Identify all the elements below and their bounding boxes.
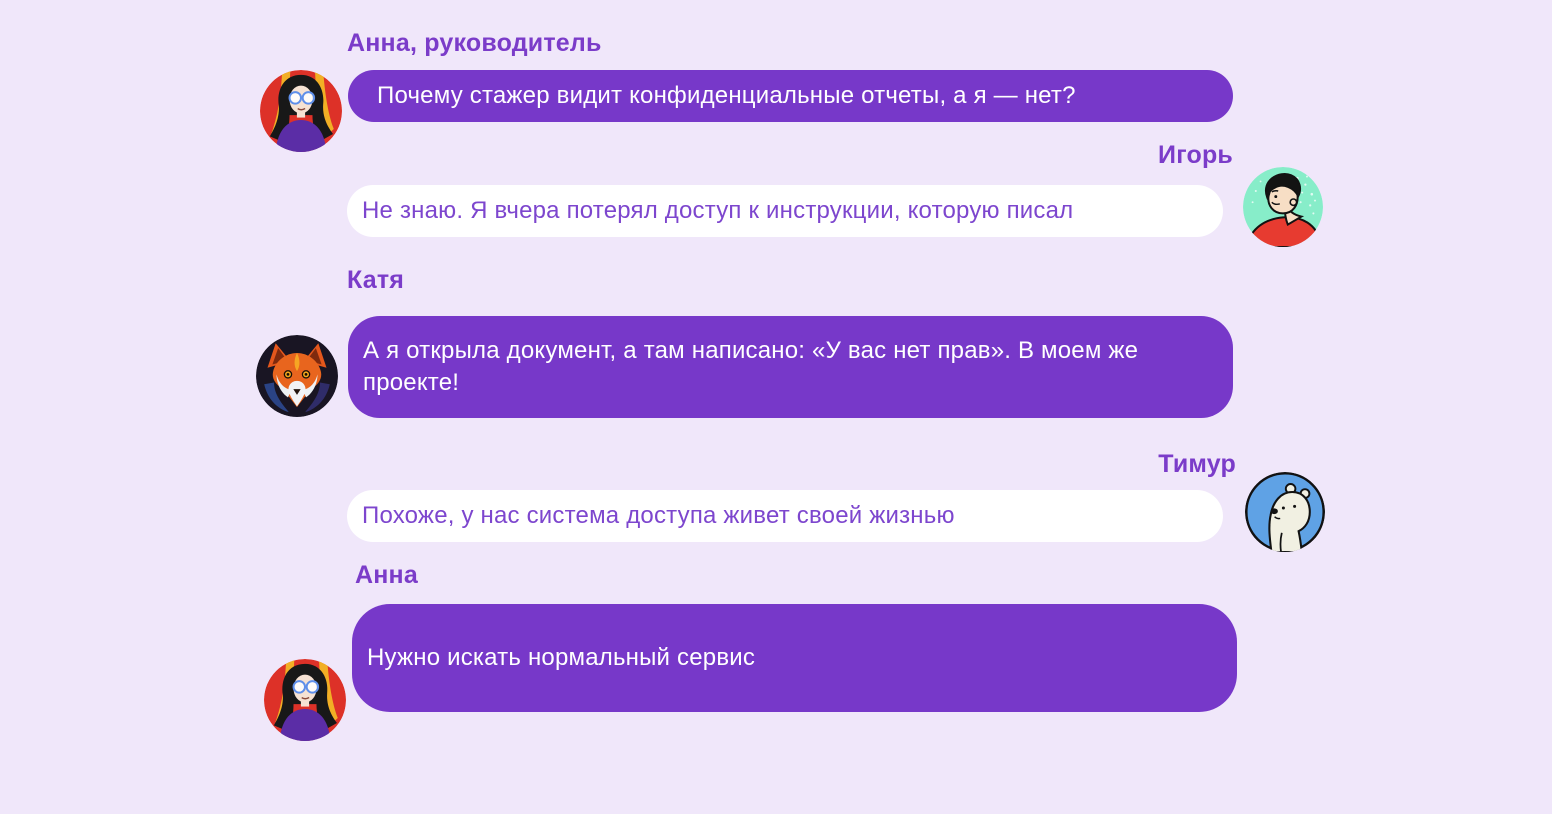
author-label: Анна <box>355 561 418 589</box>
message-text: Не знаю. Я вчера потерял доступ к инстру… <box>362 197 1074 224</box>
igor-avatar <box>1243 167 1323 247</box>
message-text: Почему стажер видит конфиденциальные отч… <box>377 82 1076 109</box>
chat-bubble: Не знаю. Я вчера потерял доступ к инстру… <box>347 185 1223 237</box>
fox-dark-circle-icon <box>256 335 338 417</box>
author-label: Тимур <box>1158 450 1236 478</box>
anna-avatar <box>264 659 346 741</box>
author-label: Игорь <box>1158 141 1233 169</box>
message-text: Нужно искать нормальный сервис <box>367 644 756 671</box>
anna-avatar <box>260 70 342 152</box>
chat-bubble: Почему стажер видит конфиденциальные отч… <box>348 70 1233 122</box>
message-text: А я открыла документ, а там написано: «У… <box>363 337 1139 396</box>
katya-avatar <box>256 335 338 417</box>
message-text: Похоже, у нас система доступа живет свое… <box>362 502 955 529</box>
polar-bear-blue-circle-icon <box>1245 472 1325 552</box>
author-label: Анна, руководитель <box>347 29 602 57</box>
timur-avatar <box>1245 472 1325 552</box>
chat-bubble: Похоже, у нас система доступа живет свое… <box>347 490 1223 542</box>
woman-red-circle-icon <box>260 70 342 152</box>
chat-bubble: А я открыла документ, а там написано: «У… <box>348 316 1233 418</box>
chat-bubble: Нужно искать нормальный сервис <box>352 604 1237 712</box>
author-label: Катя <box>347 266 405 294</box>
woman-red-circle-icon <box>264 659 346 741</box>
man-mint-circle-icon <box>1243 167 1323 247</box>
